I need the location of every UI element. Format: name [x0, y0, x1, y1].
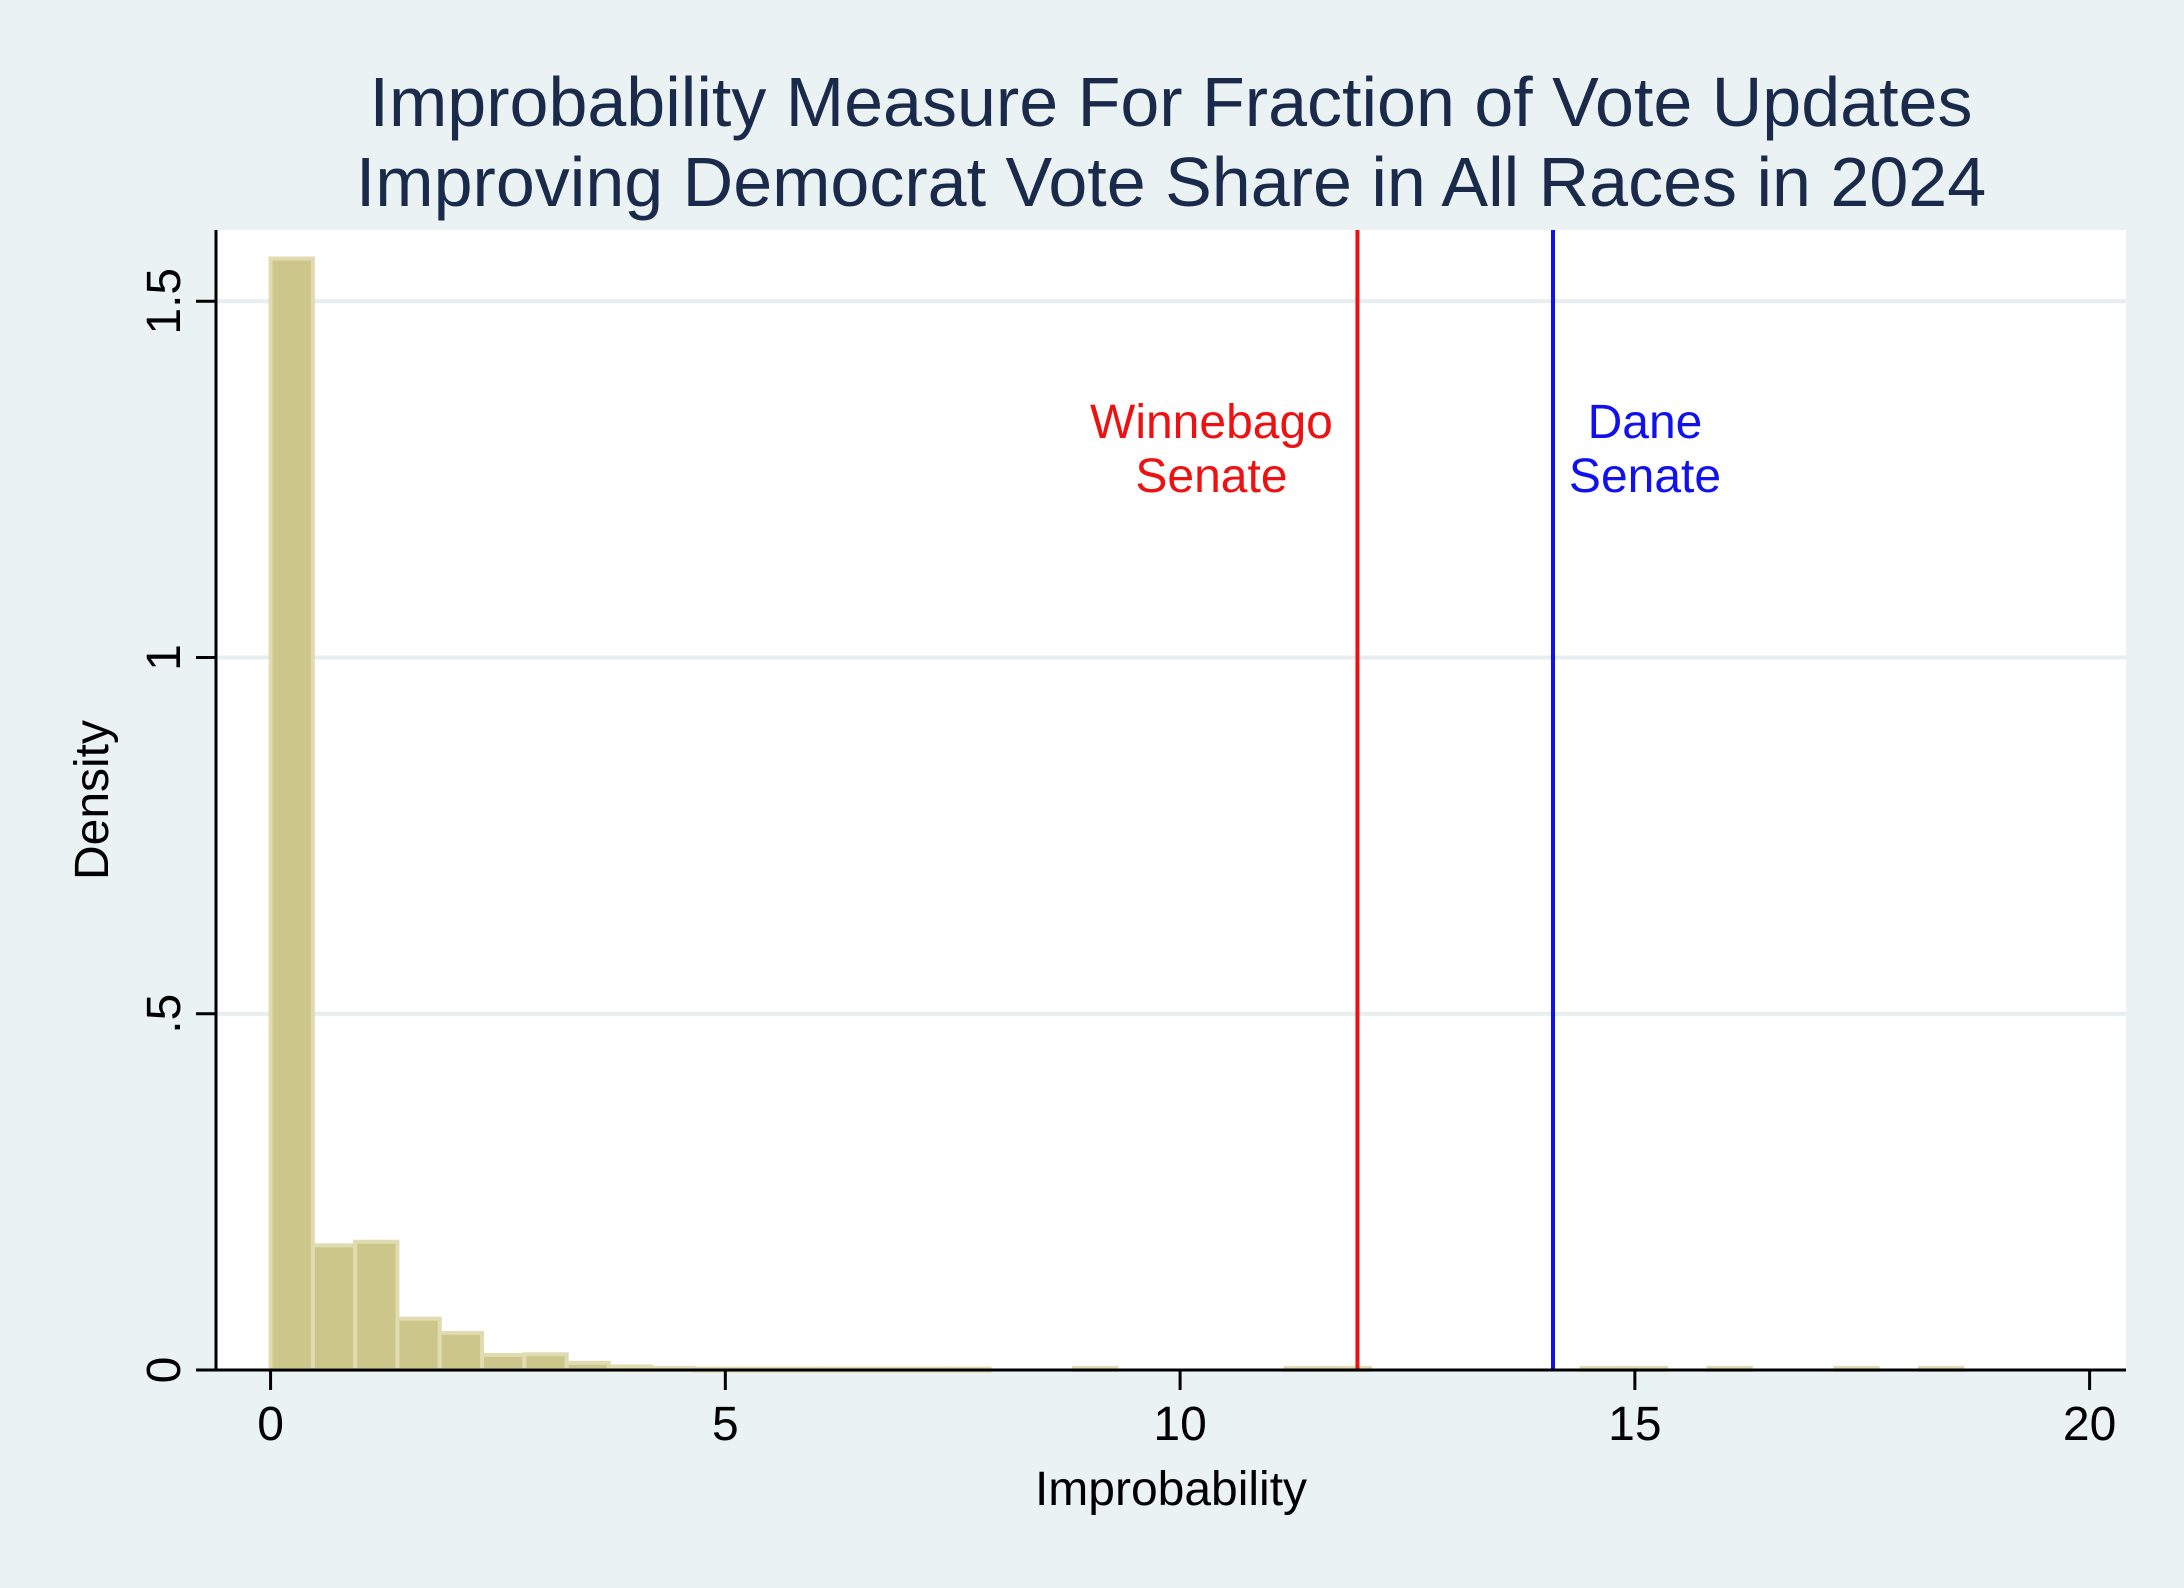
y-tick-label: 1.5	[138, 268, 191, 335]
axes: 0 5 10 15 20 0 .5 1 1.5	[138, 230, 2126, 1451]
chart-subtitle: Improving Democrat Vote Share in All Rac…	[356, 143, 1986, 221]
histogram-bar	[437, 1330, 485, 1372]
y-tick-label: 0	[138, 1357, 191, 1384]
y-tick-label: .5	[138, 994, 191, 1034]
x-tick-label: 10	[1153, 1398, 1206, 1451]
histogram-bar	[480, 1353, 527, 1372]
x-tick-label: 5	[712, 1398, 739, 1451]
y-axis-label: Density	[66, 720, 119, 880]
grid-lines	[216, 299, 2126, 1016]
histogram-bar	[353, 1239, 400, 1372]
histogram-bar	[522, 1352, 569, 1372]
x-axis-label: Improbability	[1035, 1463, 1307, 1516]
chart-title: Improbability Measure For Fraction of Vo…	[370, 63, 1973, 141]
y-tick-label: 1	[138, 644, 191, 671]
plot-area	[216, 230, 2126, 1370]
reference-line-label: Senate	[1135, 450, 1287, 503]
histogram-bar	[395, 1316, 442, 1372]
histogram-bar	[268, 256, 315, 1372]
x-tick-label: 20	[2063, 1398, 2116, 1451]
x-tick-label: 15	[1608, 1398, 1661, 1451]
reference-line-label: Dane	[1588, 396, 1703, 449]
histogram-bar	[310, 1243, 358, 1372]
histogram-bars	[268, 256, 1965, 1373]
x-tick-label: 0	[257, 1398, 284, 1451]
reference-line-label: Senate	[1569, 450, 1721, 503]
reference-line-label: Winnebago	[1090, 396, 1333, 449]
